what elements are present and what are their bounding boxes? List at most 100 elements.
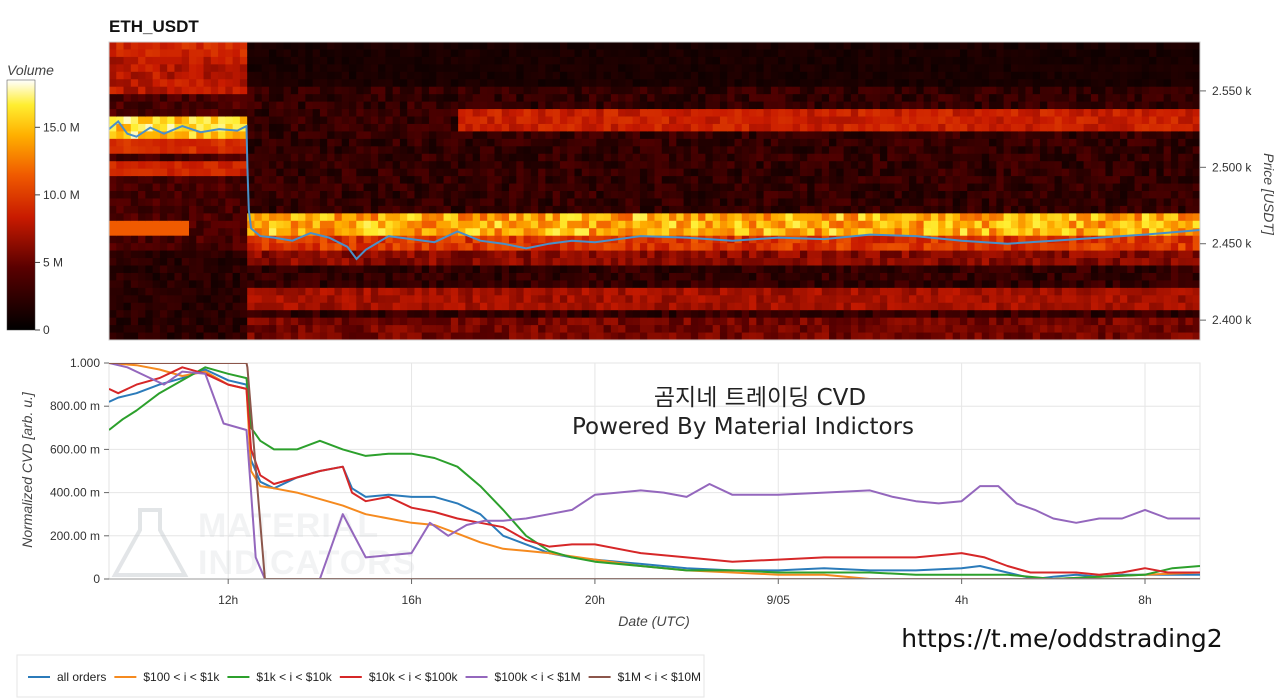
heatmap-cell: [829, 310, 837, 319]
heatmap-cell: [865, 205, 874, 214]
heatmap-cell: [341, 191, 350, 200]
heatmap-cell: [727, 146, 736, 155]
heatmap-cell: [239, 265, 248, 274]
heatmap-cell: [901, 176, 910, 185]
heatmap-cell: [392, 228, 401, 237]
heatmap-cell: [349, 153, 357, 162]
heatmap-cell: [974, 138, 983, 147]
heatmap-cell: [487, 235, 496, 244]
heatmap-cell: [690, 250, 699, 259]
heatmap-cell: [559, 258, 568, 267]
heatmap-cell: [632, 317, 641, 326]
heatmap-cell: [443, 176, 452, 185]
heatmap-cell: [814, 176, 823, 185]
heatmap-cell: [996, 295, 1005, 304]
heatmap-cell: [414, 325, 423, 334]
heatmap-cell: [276, 109, 285, 118]
heatmap-cell: [189, 213, 197, 222]
heatmap-cell: [487, 56, 496, 65]
heatmap-cell: [443, 116, 452, 125]
heatmap-cell: [523, 213, 532, 222]
heatmap-cell: [654, 183, 663, 192]
heatmap-cell: [319, 153, 328, 162]
heatmap-cell: [378, 71, 386, 80]
heatmap-cell: [552, 198, 561, 207]
heatmap-cell: [319, 123, 328, 132]
heatmap-cell: [472, 183, 481, 192]
heatmap-cell: [647, 49, 656, 58]
heatmap-cell: [901, 332, 910, 340]
heatmap-cell: [174, 109, 183, 118]
heatmap-cell: [247, 287, 256, 296]
heatmap-cell: [210, 332, 219, 340]
heatmap-cell: [254, 228, 263, 237]
heatmap-cell: [865, 131, 874, 140]
heatmap-cell: [509, 280, 517, 289]
heatmap-cell: [589, 176, 597, 185]
heatmap-cell: [938, 168, 947, 177]
heatmap-cell: [378, 94, 386, 103]
heatmap-cell: [465, 86, 474, 95]
heatmap-cell: [749, 287, 757, 296]
heatmap-cell: [865, 138, 874, 147]
heatmap-cell: [930, 101, 939, 110]
heatmap-cell: [814, 191, 823, 200]
heatmap-cell: [421, 205, 430, 214]
heatmap-cell: [123, 176, 132, 185]
heatmap-cell: [887, 183, 896, 192]
heatmap-cell: [749, 153, 757, 162]
heatmap-cell: [109, 258, 117, 267]
heatmap-cell: [952, 265, 961, 274]
heatmap-cell: [232, 71, 241, 80]
heatmap-cell: [210, 146, 219, 155]
heatmap-cell: [596, 94, 605, 103]
heatmap-cell: [152, 191, 161, 200]
heatmap-cell: [676, 86, 685, 95]
heatmap-cell: [319, 295, 328, 304]
heatmap-cell: [938, 123, 947, 132]
heatmap-cell: [210, 302, 219, 311]
heatmap-cell: [858, 198, 867, 207]
heatmap-cell: [807, 213, 816, 222]
heatmap-cell: [996, 220, 1005, 229]
heatmap-cell: [130, 64, 139, 73]
heatmap-cell: [807, 317, 816, 326]
heatmap-cell: [865, 272, 874, 281]
heatmap-cell: [399, 86, 408, 95]
heatmap-cell: [632, 228, 641, 237]
heatmap-cell: [487, 205, 496, 214]
heatmap-cell: [130, 198, 139, 207]
heatmap-cell: [196, 220, 205, 229]
heatmap-cell: [421, 176, 430, 185]
heatmap-cell: [770, 86, 779, 95]
heatmap-cell: [996, 250, 1005, 259]
heatmap-cell: [581, 235, 590, 244]
heatmap-cell: [436, 101, 445, 110]
heatmap-cell: [625, 86, 634, 95]
heatmap-cell: [639, 176, 648, 185]
heatmap-cell: [145, 168, 154, 177]
heatmap-cell: [283, 191, 292, 200]
heatmap-cell: [283, 64, 292, 73]
heatmap-cell: [785, 123, 794, 132]
heatmap-cell: [741, 49, 750, 58]
heatmap-cell: [196, 153, 205, 162]
heatmap-cell: [639, 310, 648, 319]
heatmap-cell: [327, 176, 336, 185]
heatmap-cell: [196, 176, 205, 185]
heatmap-cell: [669, 250, 677, 259]
heatmap-cell: [821, 250, 830, 259]
heatmap-cell: [749, 71, 757, 80]
heatmap-cell: [487, 86, 496, 95]
heatmap-cell: [858, 138, 867, 147]
heatmap-cell: [327, 302, 336, 311]
heatmap-cell: [363, 280, 372, 289]
heatmap-cell: [414, 94, 423, 103]
heatmap-cell: [661, 123, 670, 132]
heatmap-cell: [770, 168, 779, 177]
heatmap-cell: [349, 79, 357, 88]
heatmap-cell: [341, 220, 350, 229]
heatmap-cell: [756, 168, 765, 177]
heatmap-cell: [559, 146, 568, 155]
heatmap-cell: [479, 168, 488, 177]
